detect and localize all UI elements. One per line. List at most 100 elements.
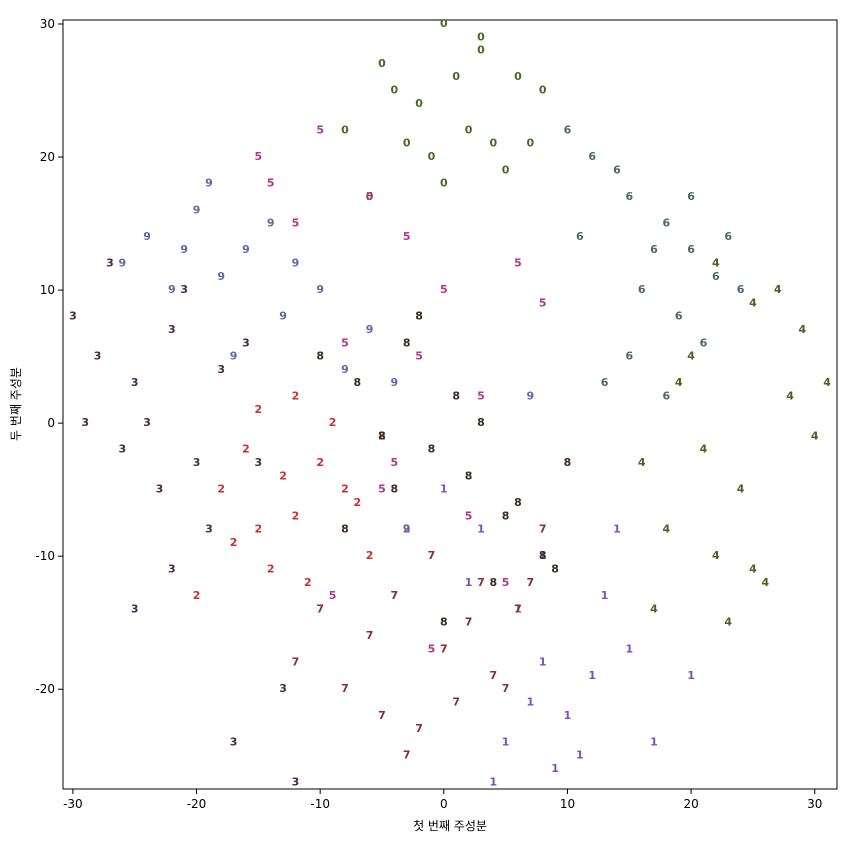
x-tick-label: -20 [187,797,207,811]
digit-point: 7 [477,576,485,589]
digit-point: 7 [489,669,497,682]
digit-point: 6 [663,217,671,230]
digit-point: 9 [527,390,535,403]
digit-point: 8 [477,416,485,429]
digit-point: 2 [316,456,324,469]
digit-point: 1 [527,696,535,709]
digit-point: 0 [341,123,349,136]
digit-point: 1 [465,576,473,589]
digit-point: 3 [230,735,238,748]
digit-point: 8 [391,483,399,496]
digit-point: 1 [539,549,547,562]
digit-point: 5 [514,256,522,269]
digit-point: 5 [502,576,510,589]
digit-point: 9 [168,283,176,296]
x-axis-label: 첫 번째 주성분 [413,819,487,833]
digit-point: 1 [489,775,497,788]
digit-point: 0 [527,137,535,150]
digit-point: 9 [119,256,127,269]
digit-point: 2 [279,469,287,482]
digit-point: 8 [341,523,349,536]
digit-point: 3 [106,256,114,269]
digit-point: 6 [687,243,695,256]
digit-point: 9 [242,243,250,256]
digit-point: 5 [403,230,411,243]
digit-point: 7 [378,709,386,722]
digit-point: 3 [81,416,89,429]
digit-point: 3 [193,456,201,469]
y-tick-label: 30 [40,17,55,31]
digit-point: 1 [477,523,485,536]
digit-point: 0 [428,150,436,163]
digit-point: 1 [687,669,695,682]
digit-point: 8 [316,350,324,363]
digit-point: 1 [588,669,596,682]
digit-point: 9 [143,230,151,243]
digit-point: 7 [502,682,510,695]
digit-point: 0 [477,44,485,57]
digit-point: 6 [625,190,633,203]
x-tick-label: -10 [310,797,330,811]
x-tick-label: 20 [683,797,698,811]
digit-point: 7 [440,642,448,655]
digit-point: 9 [316,283,324,296]
digit-point: 0 [440,177,448,190]
y-tick-label: -20 [35,682,55,696]
digit-point: 9 [230,350,238,363]
digit-point: 1 [539,656,547,669]
digit-point: 1 [625,642,633,655]
digit-point: 6 [625,350,633,363]
digit-point: 6 [564,123,572,136]
digit-point: 2 [378,429,386,442]
plot-frame [62,19,838,790]
digit-point: 5 [378,483,386,496]
digit-point: 3 [156,483,164,496]
digit-point: 5 [292,217,300,230]
digit-point: 3 [131,602,139,615]
digit-point: 4 [675,376,683,389]
digit-point: 3 [168,562,176,575]
y-tick-label: 0 [47,416,55,430]
digit-point: 6 [576,230,584,243]
digit-point: 8 [465,469,473,482]
digit-point: 2 [304,576,312,589]
digit-point: 1 [601,589,609,602]
digit-point: 1 [613,523,621,536]
digit-point: 4 [749,296,757,309]
digit-point: 9 [366,323,374,336]
digit-point: 8 [539,549,547,562]
digit-point: 4 [663,523,671,536]
digit-point: 8 [502,509,510,522]
y-axis-label: 두 번째 주성분 [9,367,23,441]
digit-point: 8 [489,576,497,589]
digit-point: 4 [786,390,794,403]
digit-point: 8 [514,496,522,509]
digit-point: 2 [292,390,300,403]
digit-point: 5 [267,177,275,190]
digit-point: 3 [279,682,287,695]
digit-point: 4 [638,456,646,469]
digit-point: 7 [292,656,300,669]
digit-point: 0 [403,137,411,150]
digit-point: 4 [774,283,782,296]
digit-point: 2 [353,496,361,509]
digit-point: 4 [749,562,757,575]
digit-point: 8 [353,376,361,389]
digit-point: 4 [700,443,708,456]
digit-point: 1 [576,749,584,762]
digit-point: 1 [514,602,522,615]
digit-point: 2 [193,589,201,602]
digit-point: 2 [267,562,275,575]
digit-point: 6 [675,310,683,323]
digit-point: 6 [613,163,621,176]
x-tick-label: 30 [807,797,822,811]
digit-point: 9 [279,310,287,323]
digit-point: 2 [217,483,225,496]
digit-point: 2 [341,483,349,496]
digit-point: 7 [428,549,436,562]
digit-point: 3 [217,363,225,376]
digit-point: 8 [403,336,411,349]
digit-point: 2 [292,509,300,522]
digit-point: 5 [316,123,324,136]
